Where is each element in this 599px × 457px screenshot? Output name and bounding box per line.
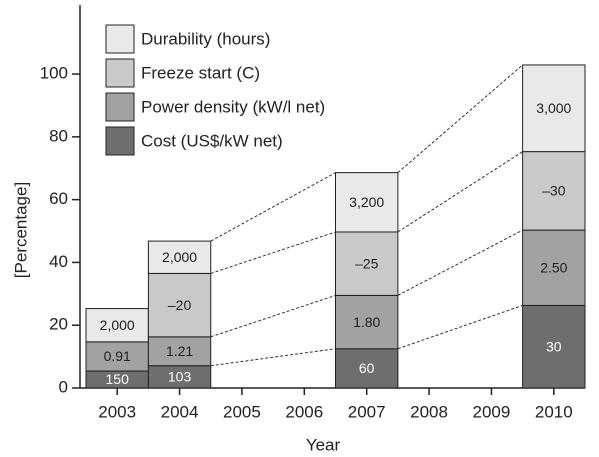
y-tick-label: 80 xyxy=(49,126,68,145)
bar-segment xyxy=(147,240,212,274)
bar-segment xyxy=(522,229,586,306)
connector xyxy=(210,294,336,338)
legend-swatch xyxy=(105,126,135,156)
segment-label: –20 xyxy=(168,297,192,313)
connector xyxy=(397,229,523,296)
x-tick-label: 2005 xyxy=(223,402,261,421)
legend-label: Durability (hours) xyxy=(141,29,270,48)
bar-segment xyxy=(522,304,586,389)
segment-label: 30 xyxy=(546,338,562,354)
x-tick-label: 2006 xyxy=(285,402,323,421)
segment-label: 2,000 xyxy=(162,249,197,265)
connector xyxy=(210,172,336,242)
connector xyxy=(397,64,523,174)
segment-label: 60 xyxy=(359,360,375,376)
segment-label: –30 xyxy=(542,183,566,199)
bar-segment xyxy=(522,64,586,153)
segment-label: 0.91 xyxy=(104,348,131,364)
x-tick-label: 2003 xyxy=(98,402,136,421)
segment-label: 2,000 xyxy=(100,317,135,333)
segment-label: 1.80 xyxy=(353,314,380,330)
segment-label: 3,200 xyxy=(349,194,384,210)
segment-label: 103 xyxy=(168,369,192,385)
legend-swatch xyxy=(105,58,135,88)
x-tick-label: 2010 xyxy=(535,402,573,421)
segment-label: 2.50 xyxy=(540,259,567,275)
connector xyxy=(210,348,336,367)
connector xyxy=(397,151,523,233)
y-tick-label: 100 xyxy=(40,64,68,83)
legend-swatch xyxy=(105,24,135,54)
legend-swatch xyxy=(105,92,135,122)
x-tick-label: 2009 xyxy=(473,402,511,421)
segment-label: 150 xyxy=(106,371,130,387)
x-tick-label: 2007 xyxy=(348,402,386,421)
bar-segment xyxy=(335,172,399,233)
segment-label: 3,000 xyxy=(536,100,571,116)
segment-label: 1.21 xyxy=(166,343,193,359)
y-axis-label: [Percentage] xyxy=(11,182,30,278)
y-tick-label: 0 xyxy=(59,377,68,396)
x-tick-label: 2008 xyxy=(410,402,448,421)
bar-segment xyxy=(335,348,399,389)
x-axis-label: Year xyxy=(306,435,341,454)
connector xyxy=(210,231,336,274)
bar-segment xyxy=(85,308,149,343)
legend-label: Cost (US$/kW net) xyxy=(141,131,283,150)
bar-segment xyxy=(147,336,212,367)
bar-segment xyxy=(522,151,586,231)
connector xyxy=(397,304,523,350)
y-tick-label: 20 xyxy=(49,315,68,334)
x-tick-label: 2004 xyxy=(161,402,199,421)
legend-label: Freeze start (C) xyxy=(141,63,260,82)
bar-segment xyxy=(335,294,399,350)
y-tick-label: 60 xyxy=(49,189,68,208)
segment-label: –25 xyxy=(355,255,379,271)
legend-label: Power density (kW/l net) xyxy=(141,97,325,116)
y-tick-label: 40 xyxy=(49,252,68,271)
